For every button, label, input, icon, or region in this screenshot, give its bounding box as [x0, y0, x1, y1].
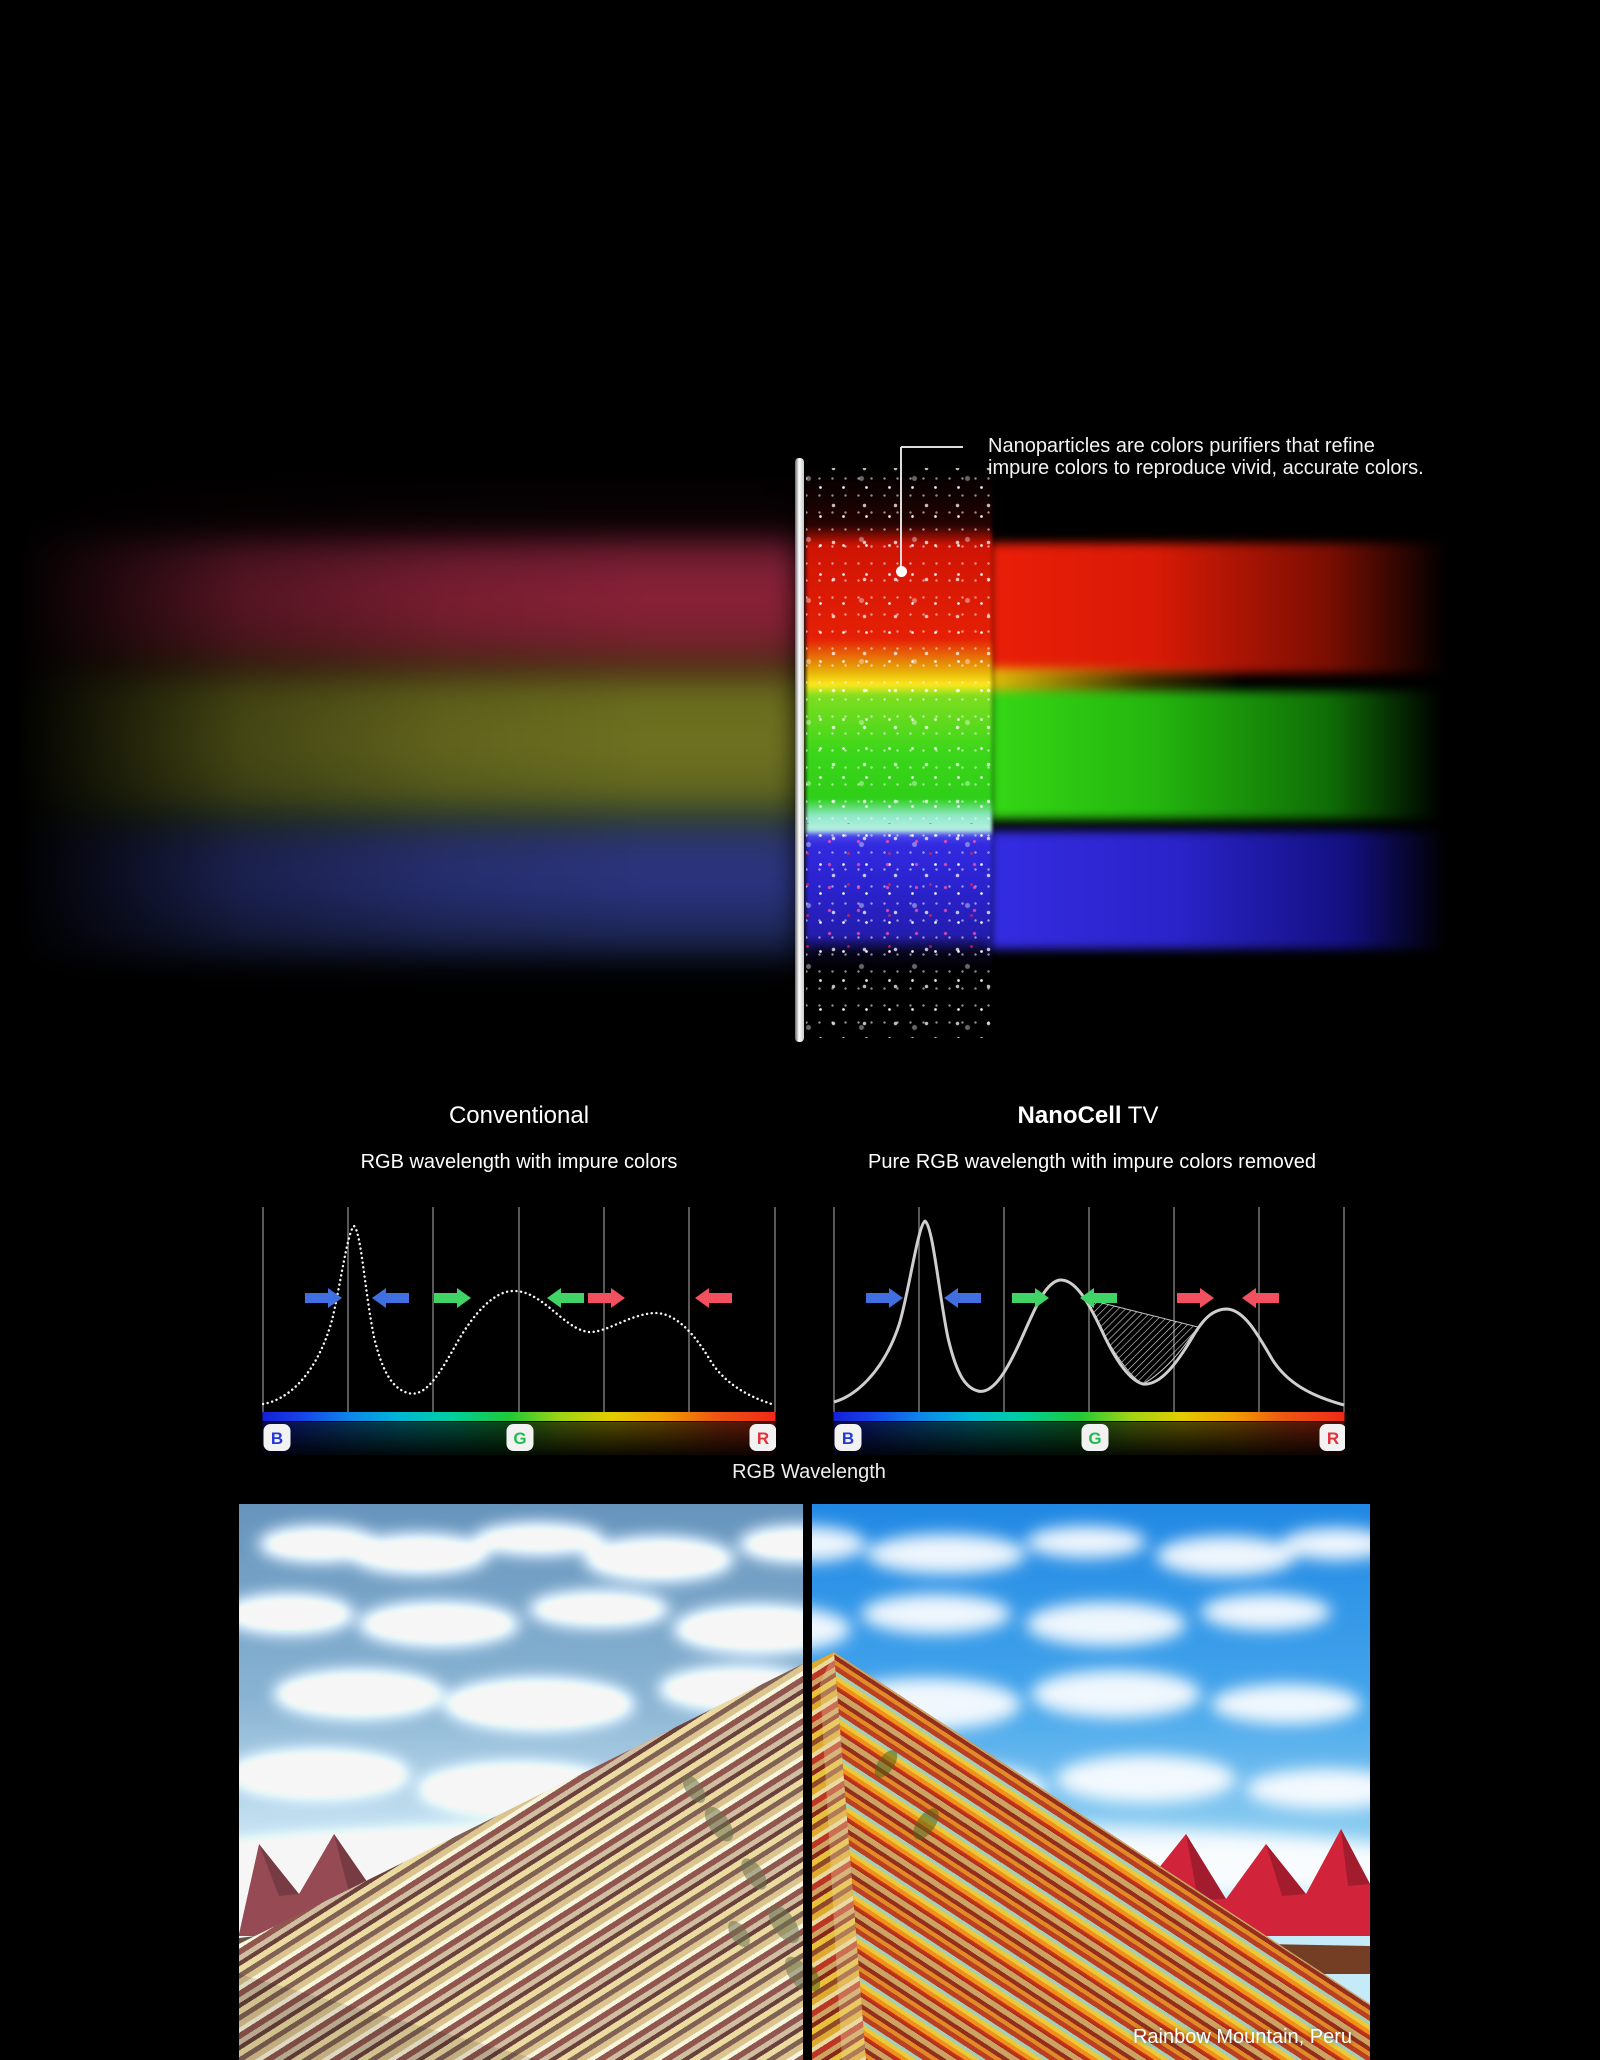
- green-right-arrow: [434, 1288, 471, 1308]
- pure-yellow-edge: [990, 668, 1270, 694]
- chart-nanocell: B G R: [833, 1207, 1345, 1455]
- red-right-arrow: [588, 1288, 625, 1308]
- blue-right-arrow: [866, 1288, 903, 1308]
- badge-r: R: [757, 1429, 769, 1448]
- red-left-arrow: [695, 1288, 732, 1308]
- photo-caption: Rainbow Mountain, Peru: [1132, 2026, 1352, 2048]
- spectrum-bar: [833, 1412, 1345, 1421]
- photo-conventional: [239, 1504, 803, 2060]
- chart-conventional: B G R: [262, 1207, 776, 1455]
- nano-filter-strip: [806, 468, 992, 1038]
- badge-b: B: [271, 1429, 283, 1448]
- chart-subtitle-nanocell: Pure RGB wavelength with impure colors r…: [868, 1151, 1316, 1173]
- chart-title-nanocell: NanoCell TV: [831, 1102, 1345, 1130]
- badge-r: R: [1327, 1429, 1339, 1448]
- spectrum-bar: [262, 1412, 776, 1421]
- blue-right-arrow: [305, 1288, 342, 1308]
- pure-blue-band: [990, 831, 1460, 949]
- gridlines-left: [262, 1207, 776, 1412]
- nanoparticle-sparkles-magenta: [806, 823, 992, 953]
- pure-green-band: [990, 691, 1460, 819]
- callout-line-horizontal: [901, 446, 963, 448]
- axis-badges-left-chart: B G R: [263, 1424, 776, 1451]
- wavelength-curve-solid: [833, 1219, 1345, 1407]
- chart-title-nanocell-rest: TV: [1121, 1102, 1159, 1129]
- green-left-arrow: [1080, 1288, 1117, 1308]
- squeeze-arrows-right-chart: [866, 1288, 1279, 1308]
- badge-g: G: [513, 1429, 526, 1448]
- callout-line-vertical: [900, 447, 902, 569]
- callout-dot: [896, 566, 907, 577]
- red-right-arrow: [1177, 1288, 1214, 1308]
- left-vignette: [0, 440, 812, 1000]
- gridlines-right: [833, 1207, 1345, 1412]
- nanoparticle-figure: Nanoparticles are colors purifiers that …: [0, 330, 1600, 1090]
- mountain-scene-dull: [239, 1504, 803, 2060]
- wavelength-curve-dotted: [262, 1224, 776, 1407]
- axis-badges-right-chart: B G R: [834, 1424, 1345, 1451]
- x-axis-label: RGB Wavelength: [732, 1461, 886, 1483]
- annotation-text: Nanoparticles are colors purifiers that …: [988, 435, 1468, 479]
- mountain-scene-vivid: [812, 1504, 1370, 2060]
- green-right-arrow: [1012, 1288, 1049, 1308]
- pure-light-bands: [990, 440, 1460, 1000]
- light-guide-bar: [795, 458, 804, 1042]
- chart-subtitle-conventional: RGB wavelength with impure colors: [360, 1151, 678, 1173]
- chart-title-nanocell-bold: NanoCell: [1017, 1102, 1122, 1129]
- chart-title-conventional: Conventional: [448, 1102, 590, 1129]
- red-left-arrow: [1242, 1288, 1279, 1308]
- green-left-arrow: [547, 1288, 584, 1308]
- removed-impure-colors-hatch: [1085, 1298, 1199, 1385]
- pure-red-band: [990, 543, 1460, 673]
- photo-nanocell: Rainbow Mountain, Peru: [812, 1504, 1370, 2060]
- annotation-line-1: Nanoparticles are colors purifiers that …: [988, 435, 1375, 457]
- badge-g: G: [1088, 1429, 1101, 1448]
- squeeze-arrows-left-chart: [305, 1288, 732, 1308]
- blue-left-arrow: [372, 1288, 409, 1308]
- annotation-line-2: impure colors to reproduce vivid, accura…: [988, 457, 1424, 479]
- blue-left-arrow: [944, 1288, 981, 1308]
- badge-b: B: [842, 1429, 854, 1448]
